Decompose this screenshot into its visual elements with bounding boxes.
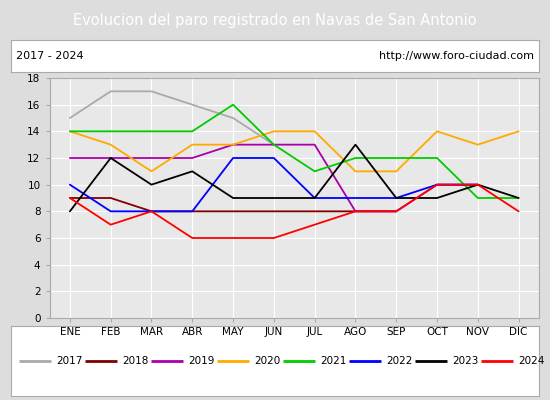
Text: 2017 - 2024: 2017 - 2024 [16,51,84,61]
Text: 2022: 2022 [386,356,412,366]
Text: 2018: 2018 [122,356,149,366]
Text: Evolucion del paro registrado en Navas de San Antonio: Evolucion del paro registrado en Navas d… [73,12,477,28]
Text: 2021: 2021 [320,356,346,366]
Text: 2024: 2024 [518,356,544,366]
Text: 2023: 2023 [452,356,478,366]
Text: 2020: 2020 [254,356,280,366]
Text: 2019: 2019 [188,356,214,366]
Text: http://www.foro-ciudad.com: http://www.foro-ciudad.com [379,51,534,61]
Text: 2017: 2017 [56,356,82,366]
